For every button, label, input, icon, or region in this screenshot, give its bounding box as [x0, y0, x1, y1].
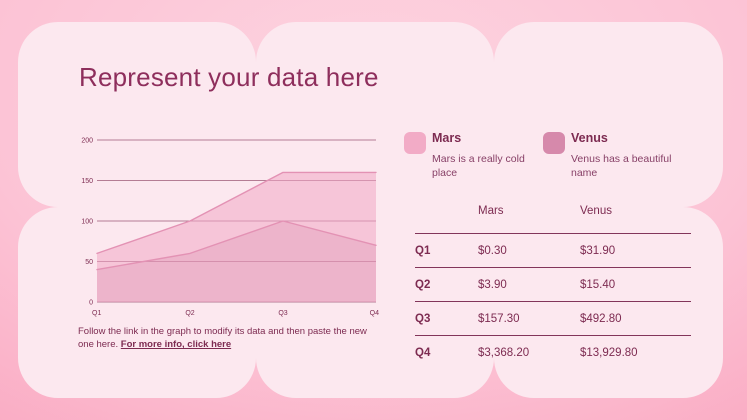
- table-cell-venus: $13,929.80: [580, 335, 691, 369]
- table-row-label: Q4: [415, 335, 478, 369]
- svg-text:Q3: Q3: [278, 310, 287, 317]
- svg-text:Q2: Q2: [185, 310, 194, 317]
- legend-item-mars: Mars Mars is a really cold place: [404, 131, 534, 180]
- table-row-label: Q2: [415, 267, 478, 301]
- svg-text:0: 0: [89, 299, 93, 306]
- legend-desc-venus: Venus has a beautiful name: [571, 153, 672, 179]
- table-cell-mars: $3,368.20: [478, 335, 580, 369]
- venus-swatch-icon: [543, 132, 565, 154]
- footer-text: Follow the link in the graph to modify i…: [78, 326, 367, 350]
- svg-text:150: 150: [81, 178, 93, 185]
- more-info-link[interactable]: For more info, click here: [120, 339, 232, 350]
- footer-note: Follow the link in the graph to modify i…: [78, 325, 380, 351]
- table-row-label: Q1: [415, 233, 478, 267]
- legend-name-mars: Mars: [432, 131, 462, 145]
- svg-text:100: 100: [81, 218, 93, 225]
- mars-swatch-icon: [404, 132, 426, 154]
- table-cell-venus: $15.40: [580, 267, 691, 301]
- page-title: Represent your data here: [79, 62, 379, 92]
- svg-text:Q1: Q1: [92, 310, 101, 317]
- table-cell-venus: $31.90: [580, 233, 691, 267]
- legend-item-venus: Venus Venus has a beautiful name: [543, 131, 673, 180]
- table-header-mars: Mars: [478, 205, 504, 217]
- svg-text:50: 50: [85, 259, 93, 266]
- table-header-venus: Venus: [580, 205, 612, 217]
- table-row-label: Q3: [415, 301, 478, 335]
- svg-text:Q4: Q4: [370, 310, 379, 317]
- table-header-blank: [415, 200, 478, 233]
- table-cell-mars: $157.30: [478, 301, 580, 335]
- legend-name-venus: Venus: [571, 131, 608, 145]
- data-table: Mars Venus Q1 $0.30 $31.90 Q2 $3.90 $15.40 Q3 $…: [415, 200, 691, 369]
- table-cell-mars: $0.30: [478, 233, 580, 267]
- svg-text:200: 200: [81, 137, 93, 144]
- table-cell-mars: $3.90: [478, 267, 580, 301]
- table-cell-venus: $492.80: [580, 301, 691, 335]
- area-chart: 0 50 100 150 200 Q1 Q2 Q3 Q4: [81, 137, 379, 317]
- legend-desc-mars: Mars is a really cold place: [432, 153, 525, 179]
